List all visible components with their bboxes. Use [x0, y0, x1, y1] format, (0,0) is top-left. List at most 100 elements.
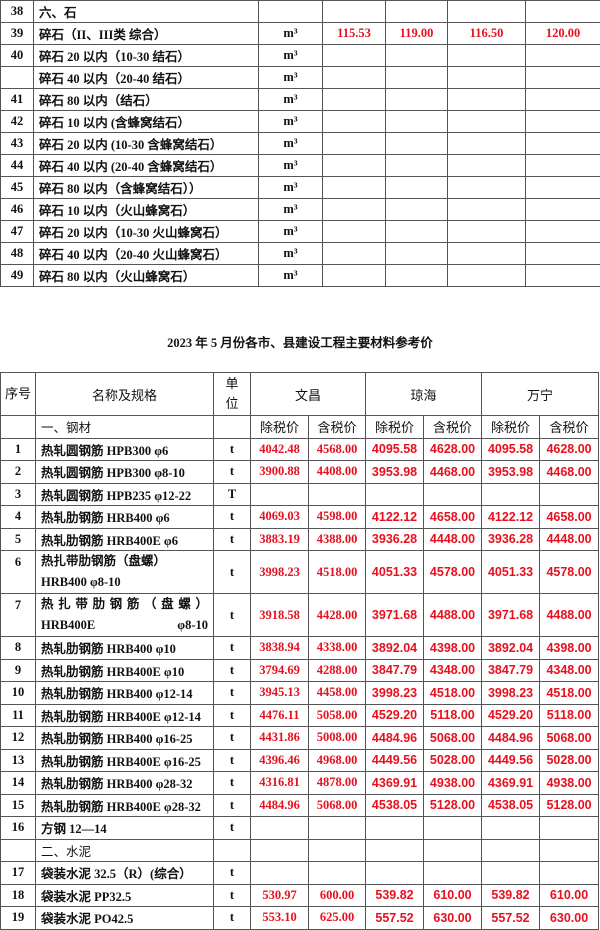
- price-cell: 5028.00: [540, 749, 599, 772]
- price-cell: [323, 133, 386, 155]
- price-cell: 5118.00: [540, 704, 599, 727]
- row-number: 2: [1, 461, 36, 484]
- price-cell: [448, 111, 526, 133]
- item-name: 热轧肋钢筋 HRB400 φ10: [36, 637, 214, 660]
- price-cell: 4042.48: [251, 438, 309, 461]
- price-cell: [386, 199, 448, 221]
- item-unit: T: [214, 483, 251, 506]
- item-unit: m³: [259, 155, 323, 177]
- item-unit: t: [214, 727, 251, 750]
- price-cell: 115.53: [323, 23, 386, 45]
- item-name: 碎石 40 以内（20-40 火山蜂窝石）: [34, 243, 259, 265]
- price-cell: 3945.13: [251, 682, 309, 705]
- price-cell: 4484.96: [366, 727, 424, 750]
- price-cell: [309, 862, 366, 885]
- price-cell: 553.10: [251, 907, 309, 930]
- page-title: 2023 年 5 月份各市、县建设工程主要材料参考价: [0, 332, 600, 351]
- price-cell: [448, 177, 526, 199]
- row-number: 38: [1, 1, 34, 23]
- price-cell: [309, 483, 366, 506]
- price-cell: 4529.20: [482, 704, 540, 727]
- row-number: 49: [1, 265, 34, 287]
- item-unit: t: [214, 772, 251, 795]
- section-row: 二、水泥: [1, 839, 599, 862]
- price-cell: [366, 483, 424, 506]
- price-cell: [424, 839, 482, 862]
- header-inc-tax: 含税价: [424, 416, 482, 439]
- price-cell: [323, 155, 386, 177]
- price-cell: 3953.98: [482, 461, 540, 484]
- header-ex-tax: 除税价: [251, 416, 309, 439]
- item-name: 方钢 12—14: [36, 817, 214, 840]
- price-cell: [251, 862, 309, 885]
- price-cell: 5028.00: [424, 749, 482, 772]
- item-name: 热轧肋钢筋 HRB400E φ6: [36, 528, 214, 551]
- price-cell: 4518.00: [540, 682, 599, 705]
- item-name: 热轧肋钢筋 HRB400E φ16-25: [36, 749, 214, 772]
- row-number: 41: [1, 89, 34, 111]
- price-cell: [386, 45, 448, 67]
- item-unit: t: [214, 528, 251, 551]
- item-unit: t: [214, 682, 251, 705]
- row-number: 48: [1, 243, 34, 265]
- item-unit: t: [214, 704, 251, 727]
- row-number: 40: [1, 45, 34, 67]
- item-unit: m³: [259, 199, 323, 221]
- item-name: 碎石 80 以内（含蜂窝结石））: [34, 177, 259, 199]
- price-cell: 4878.00: [309, 772, 366, 795]
- price-cell: [526, 221, 600, 243]
- price-cell: 5128.00: [424, 794, 482, 817]
- price-cell: [448, 67, 526, 89]
- item-unit: t: [214, 461, 251, 484]
- item-name: 热轧肋钢筋 HRB400 φ28-32: [36, 772, 214, 795]
- price-cell: 5128.00: [540, 794, 599, 817]
- item-name: 碎石 80 以内（结石）: [34, 89, 259, 111]
- price-cell: 539.82: [366, 884, 424, 907]
- row-number: 4: [1, 506, 36, 529]
- price-cell: 4468.00: [540, 461, 599, 484]
- price-cell: 4095.58: [482, 438, 540, 461]
- price-cell: 4051.33: [366, 551, 424, 594]
- item-unit: t: [214, 749, 251, 772]
- price-cell: [386, 221, 448, 243]
- header-row: 序号 名称及规格 单位 文昌 琼海 万宁: [1, 373, 599, 416]
- price-cell: 116.50: [448, 23, 526, 45]
- price-cell: 630.00: [424, 907, 482, 930]
- price-cell: [251, 483, 309, 506]
- table-row: 碎石 40 以内（20-40 结石）m³: [1, 67, 600, 89]
- item-unit: m³: [259, 243, 323, 265]
- row-number: [1, 67, 34, 89]
- item-unit: m³: [259, 111, 323, 133]
- price-cell: 610.00: [540, 884, 599, 907]
- price-cell: 3971.68: [366, 594, 424, 637]
- price-cell: [366, 862, 424, 885]
- price-cell: 4396.46: [251, 749, 309, 772]
- item-unit: t: [214, 438, 251, 461]
- price-cell: 4518.00: [424, 682, 482, 705]
- section-name: 一、钢材: [36, 416, 214, 439]
- price-cell: 4095.58: [366, 438, 424, 461]
- price-cell: 4658.00: [540, 506, 599, 529]
- item-name: 热轧肋钢筋 HRB400E φ28-32: [36, 794, 214, 817]
- price-cell: 625.00: [309, 907, 366, 930]
- price-cell: [482, 483, 540, 506]
- item-unit: t: [214, 794, 251, 817]
- row-number: 3: [1, 483, 36, 506]
- price-cell: [482, 817, 540, 840]
- price-cell: [323, 111, 386, 133]
- price-cell: [540, 862, 599, 885]
- price-cell: 4398.00: [540, 637, 599, 660]
- section-name: 二、水泥: [36, 839, 214, 862]
- price-cell: 5118.00: [424, 704, 482, 727]
- row-number: 42: [1, 111, 34, 133]
- price-cell: 4348.00: [424, 659, 482, 682]
